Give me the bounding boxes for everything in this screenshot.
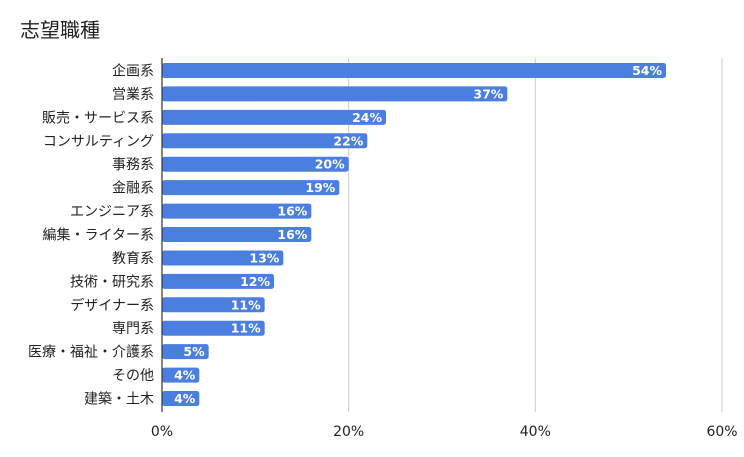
- bar: [162, 367, 200, 383]
- x-tick-label: 20%: [333, 424, 364, 440]
- bar-data-label: 4%: [174, 391, 196, 406]
- bar: [162, 391, 200, 407]
- category-label: コンサルティング: [43, 134, 154, 150]
- category-label: 企画系: [112, 63, 154, 80]
- x-tick-label: 0%: [151, 424, 173, 440]
- category-labels: 企画系営業系販売・サービス系コンサルティング事務系金融系エンジニア系編集・ライタ…: [28, 63, 154, 408]
- bar-data-label: 19%: [305, 180, 335, 195]
- category-label: 販売・サービス系: [42, 110, 154, 126]
- bar-data-label: 5%: [183, 344, 205, 359]
- bar: [162, 180, 340, 196]
- bar-data-label: 20%: [315, 157, 345, 172]
- bar: [162, 250, 284, 266]
- bar: [162, 109, 386, 125]
- category-label: 医療・福祉・介護系: [28, 344, 154, 361]
- bar-data-label: 11%: [231, 321, 261, 336]
- x-tick-label: 60%: [706, 424, 737, 440]
- x-tick-label: 40%: [520, 424, 551, 440]
- bar-data-label: 24%: [352, 110, 382, 125]
- category-label: 編集・ライター系: [43, 227, 154, 244]
- bar-data-label: 12%: [240, 274, 270, 289]
- bar-data-label: 13%: [249, 250, 279, 265]
- gridlines: [348, 58, 723, 412]
- category-label: 教育系: [112, 251, 154, 267]
- bar: [162, 320, 265, 336]
- category-label: 専門系: [112, 321, 154, 337]
- category-label: 技術・研究系: [70, 274, 154, 290]
- category-label: 建築・土木: [84, 392, 154, 408]
- bar: [162, 86, 508, 102]
- bar: [162, 203, 312, 219]
- bar: [162, 133, 368, 149]
- bar-data-label: 37%: [473, 86, 503, 101]
- chart-title: 志望職種: [20, 18, 100, 42]
- bar: [162, 297, 265, 313]
- category-label: 営業系: [112, 87, 154, 103]
- bar: [162, 227, 312, 243]
- bars: [162, 63, 666, 407]
- bar-data-label: 16%: [277, 204, 307, 219]
- bar: [162, 63, 666, 78]
- category-label: エンジニア系: [70, 204, 154, 220]
- bar: [162, 156, 349, 172]
- bar-data-label: 22%: [333, 133, 363, 148]
- bar-data-label: 54%: [632, 63, 662, 78]
- category-label: 金融系: [112, 181, 154, 197]
- category-label: その他: [112, 368, 154, 384]
- category-label: デザイナー系: [70, 297, 154, 314]
- bar-data-label: 11%: [231, 297, 261, 312]
- bar: [162, 344, 209, 360]
- category-label: 事務系: [112, 157, 154, 173]
- data-labels: 54% 37% 24% 22% 20% 19% 16% 16% 13% 12% 11% 11% 5% 4%…: [174, 63, 662, 406]
- bar-data-label: 16%: [277, 227, 307, 242]
- bar-data-label: 4%: [174, 368, 196, 383]
- bar: [162, 273, 274, 289]
- x-tick-labels: 0% 20% 40% 60%: [151, 424, 738, 440]
